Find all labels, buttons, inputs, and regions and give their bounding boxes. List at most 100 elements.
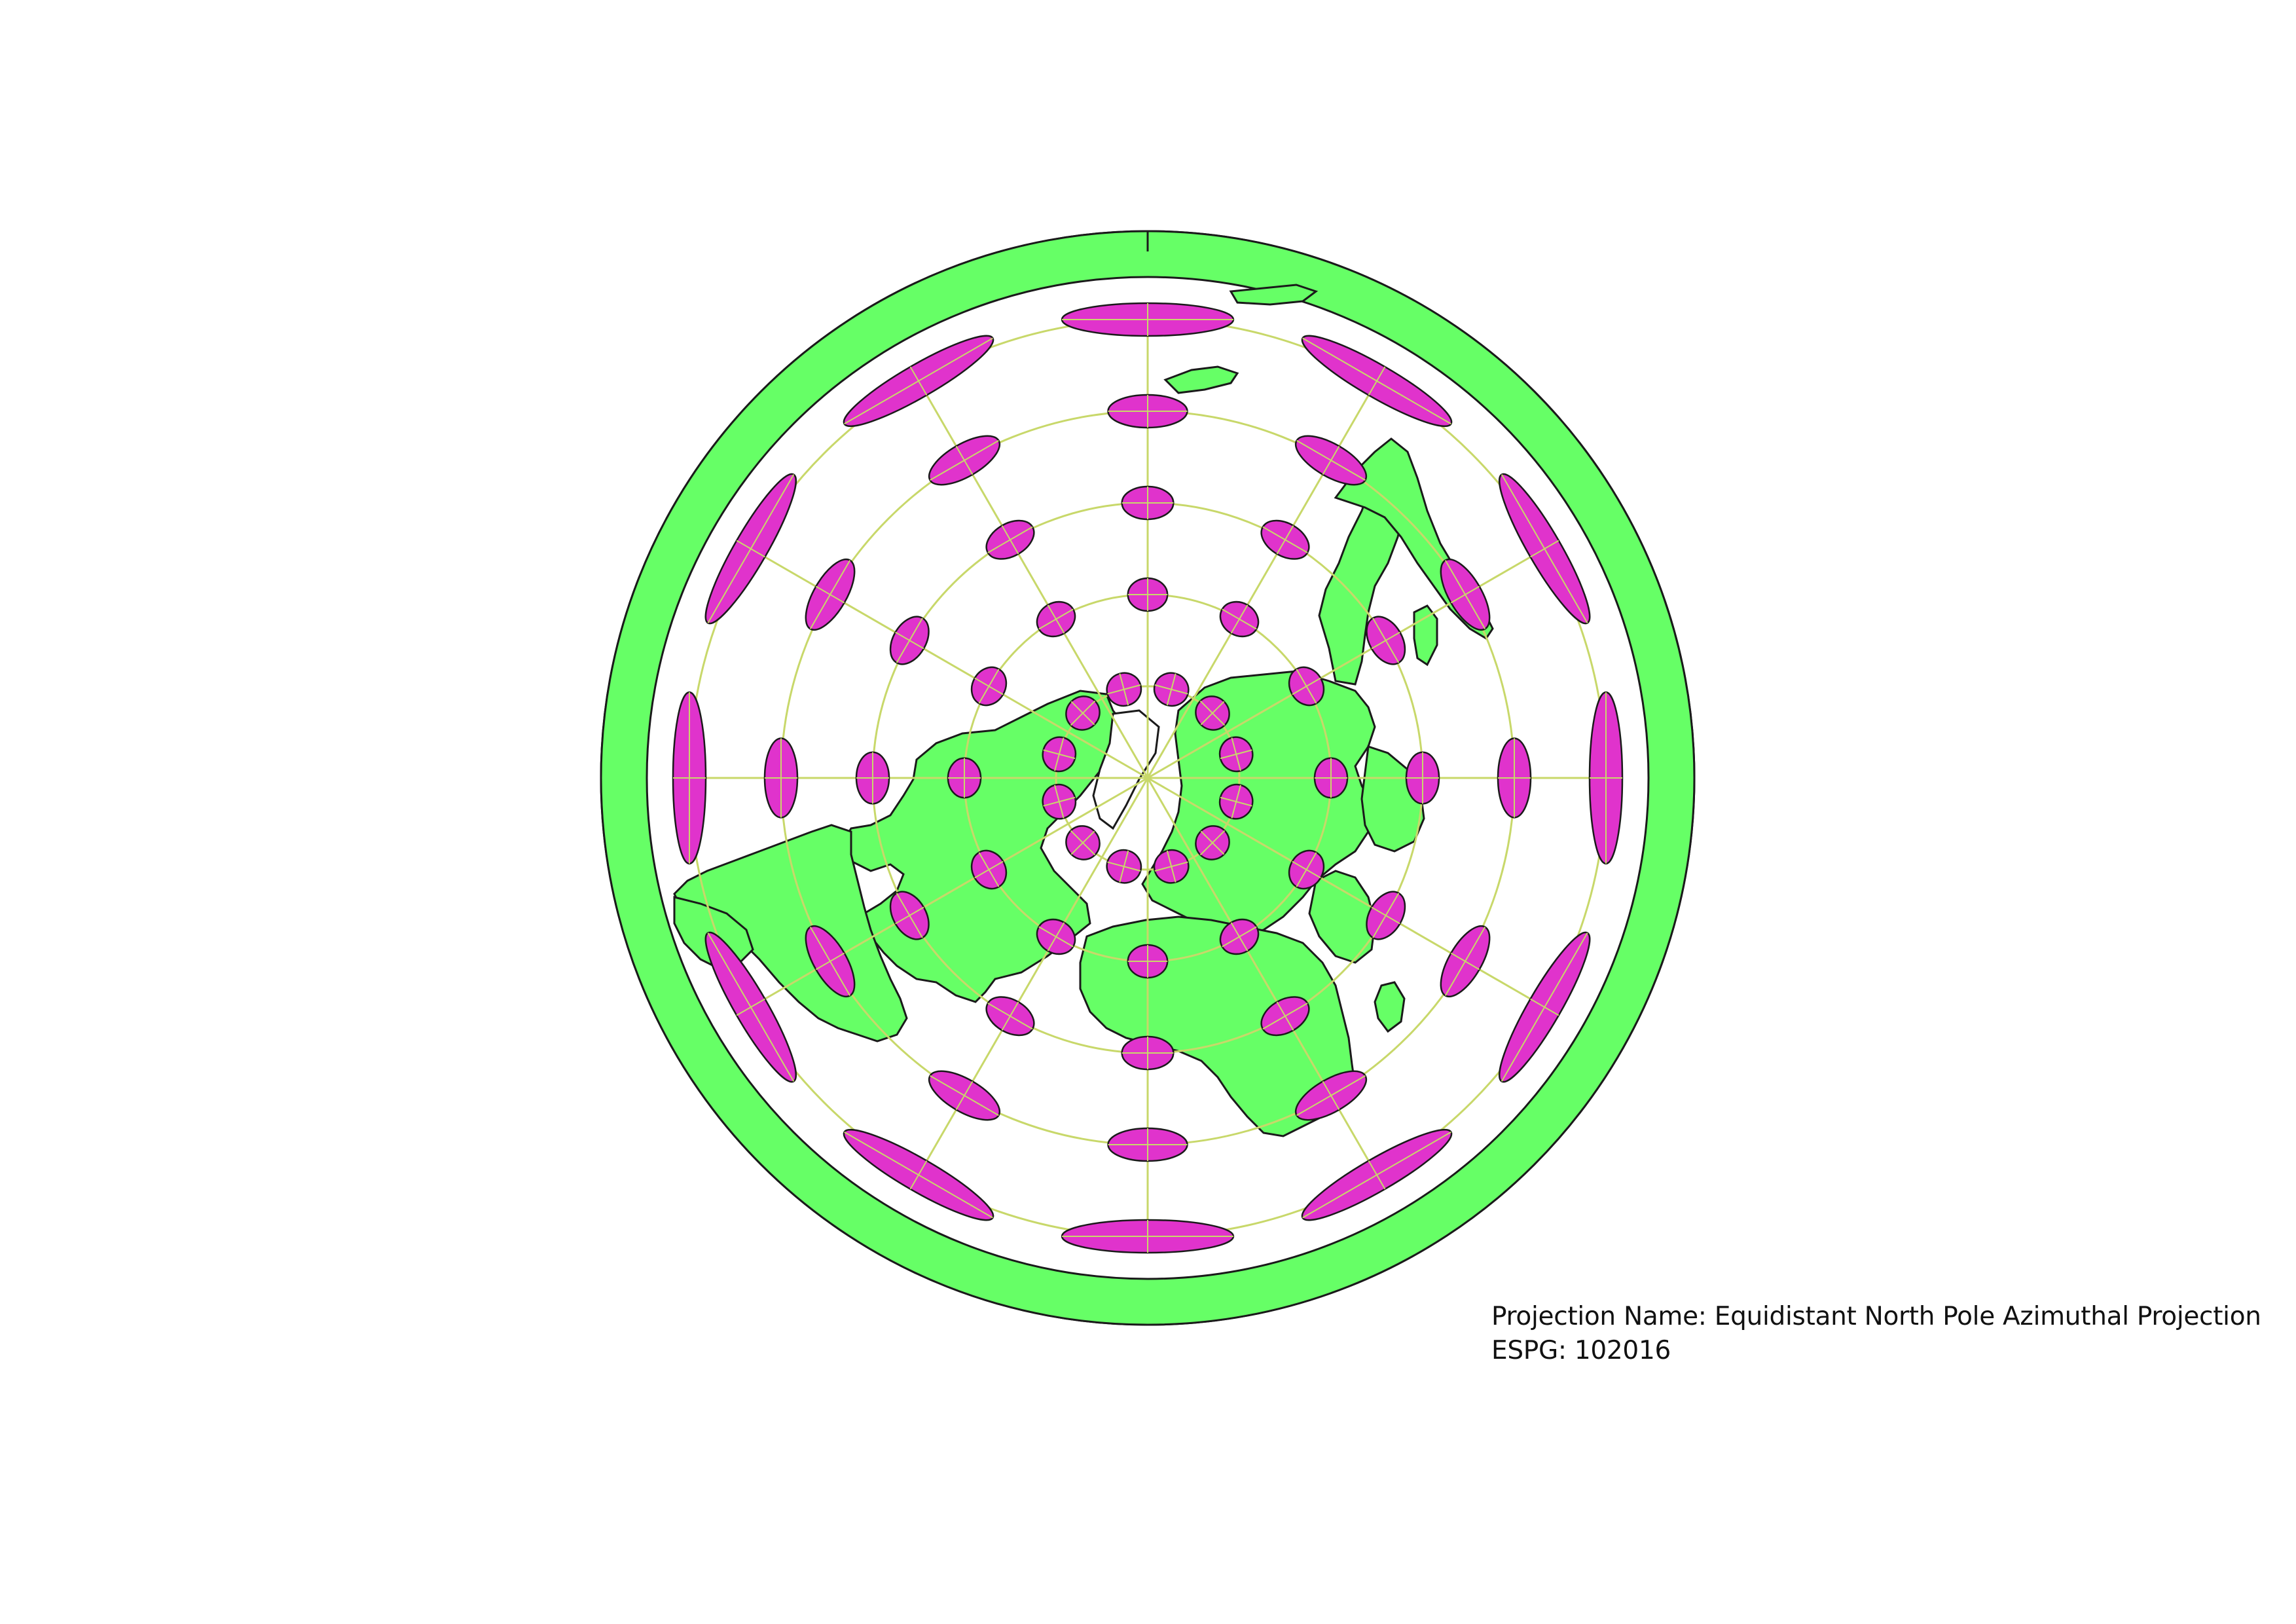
- tissot-ellipse-group: [1288, 849, 1325, 890]
- tissot-ellipse-group: [1036, 600, 1076, 638]
- tissot-ellipse-group: [985, 996, 1035, 1037]
- tissot-axis: [1166, 673, 1176, 706]
- tissot-ellipse-group: [1195, 695, 1230, 731]
- tissot-axis: [1292, 677, 1321, 695]
- tissot-ellipse-group: [1301, 1129, 1453, 1221]
- tissot-axis: [1043, 749, 1076, 760]
- arabia: [1308, 870, 1376, 964]
- tissot-ellipse-group: [1294, 435, 1368, 486]
- tissot-axis: [736, 540, 765, 558]
- tissot-ellipse-group: [1288, 666, 1325, 707]
- tissot-axis: [1322, 445, 1340, 475]
- tissot-ellipse-group: [985, 519, 1035, 560]
- tissot-ellipse-group: [1065, 825, 1101, 860]
- tissot-ellipse-group: [1106, 672, 1142, 707]
- tissot-ellipse-group: [1497, 737, 1532, 819]
- tissot-ellipse-group: [1061, 302, 1235, 337]
- tissot-ellipse-group: [928, 1070, 1001, 1121]
- epsg-line: ESPG: 102016: [1491, 1334, 2261, 1368]
- tissot-axis: [1450, 585, 1480, 604]
- meridians: [678, 308, 1618, 1248]
- tissot-axis: [955, 1080, 974, 1111]
- tissot-ellipse-group: [1499, 931, 1591, 1083]
- tissot-axis: [1530, 998, 1559, 1016]
- tissot-axis: [1368, 1160, 1386, 1190]
- tissot-ellipse-group: [1588, 691, 1624, 865]
- tissot-axis: [1276, 525, 1294, 555]
- tissot-axis: [815, 585, 845, 604]
- tissot-axis: [1001, 525, 1019, 555]
- tissot-axis: [1230, 922, 1248, 951]
- tissot-ellipse-group: [1219, 918, 1260, 955]
- tissot-ellipse-group: [843, 335, 994, 427]
- tissot-ellipse-group: [1405, 751, 1440, 805]
- map-caption: Projection Name: Equidistant North Pole …: [1491, 1300, 2261, 1368]
- tissot-axis: [974, 677, 1004, 695]
- tissot-axis: [974, 860, 1004, 879]
- tissot-indicatrices: [672, 302, 1624, 1254]
- island-top: [1163, 365, 1239, 394]
- tissot-axis: [1220, 796, 1252, 807]
- epsg-code: 102016: [1574, 1336, 1671, 1365]
- tissot-ellipse-group: [1218, 783, 1254, 820]
- tissot-ellipse-group: [928, 435, 1001, 486]
- tissot-ellipse-group: [1107, 1127, 1188, 1162]
- tissot-ellipse-group: [947, 757, 982, 799]
- tissot-axis: [1322, 1080, 1340, 1111]
- antarctica-ring: [600, 230, 1696, 1326]
- island-top-right: [1229, 284, 1319, 306]
- tissot-axis: [815, 952, 845, 970]
- tissot-ellipse-group: [1294, 1070, 1368, 1121]
- tissot-axis: [1371, 631, 1400, 650]
- tissot-ellipse-group: [672, 691, 707, 865]
- tissot-ellipse-group: [843, 1129, 994, 1221]
- tissot-axis: [909, 1160, 928, 1190]
- tissot-ellipse-group: [1301, 335, 1453, 427]
- tissot-ellipse-group: [763, 737, 799, 819]
- tissot-ellipse-group: [1042, 736, 1077, 773]
- tissot-ellipse-group: [805, 558, 856, 631]
- tissot-ellipse-group: [1106, 849, 1142, 884]
- tissot-axis: [895, 631, 924, 650]
- projection-name-label: Projection Name:: [1491, 1302, 1707, 1331]
- tissot-ellipse-group: [1127, 944, 1169, 979]
- projection-name-line: Projection Name: Equidistant North Pole …: [1491, 1300, 2261, 1334]
- tissot-ellipse-group: [889, 616, 930, 665]
- tissot-ellipse-group: [1121, 485, 1175, 521]
- tissot-axis: [1368, 366, 1386, 396]
- tissot-ellipse-group: [1440, 925, 1491, 998]
- tissot-axis: [1001, 1001, 1019, 1031]
- tissot-ellipse-group: [1366, 616, 1406, 665]
- tissot-ellipse-group: [1042, 783, 1077, 820]
- tissot-ellipse-group: [1260, 996, 1310, 1037]
- tissot-axis: [1119, 673, 1129, 706]
- tissot-axis: [1530, 540, 1559, 558]
- tissot-axis: [1070, 830, 1095, 855]
- tissot-ellipse-group: [1313, 757, 1349, 799]
- tissot-ellipse-group: [1499, 473, 1591, 625]
- tissot-axis: [1371, 906, 1400, 925]
- tissot-axis: [1230, 604, 1248, 634]
- tissot-ellipse-group: [1153, 849, 1190, 884]
- tissot-axis: [1276, 1001, 1294, 1031]
- tissot-ellipse-group: [970, 849, 1008, 890]
- tissot-axis: [1047, 604, 1065, 634]
- tissot-ellipse-group: [1440, 558, 1491, 631]
- tissot-ellipse-group: [704, 931, 797, 1083]
- tissot-ellipse-group: [1061, 1219, 1235, 1254]
- tissot-axis: [895, 906, 924, 925]
- tissot-axis: [1043, 796, 1076, 807]
- tissot-ellipse-group: [704, 473, 797, 625]
- tissot-ellipse-group: [805, 925, 856, 998]
- tissot-ellipse-group: [1219, 600, 1260, 638]
- tissot-axis: [955, 445, 974, 475]
- madagascar: [1374, 981, 1406, 1033]
- tissot-axis: [909, 366, 928, 396]
- tissot-axis: [1450, 952, 1480, 970]
- tissot-axis: [1166, 850, 1176, 883]
- tissot-axis: [1070, 701, 1095, 726]
- tissot-ellipse-group: [1065, 695, 1101, 731]
- tissot-axis: [736, 998, 765, 1016]
- tissot-ellipse-group: [1127, 577, 1169, 612]
- tissot-axis: [1119, 850, 1129, 883]
